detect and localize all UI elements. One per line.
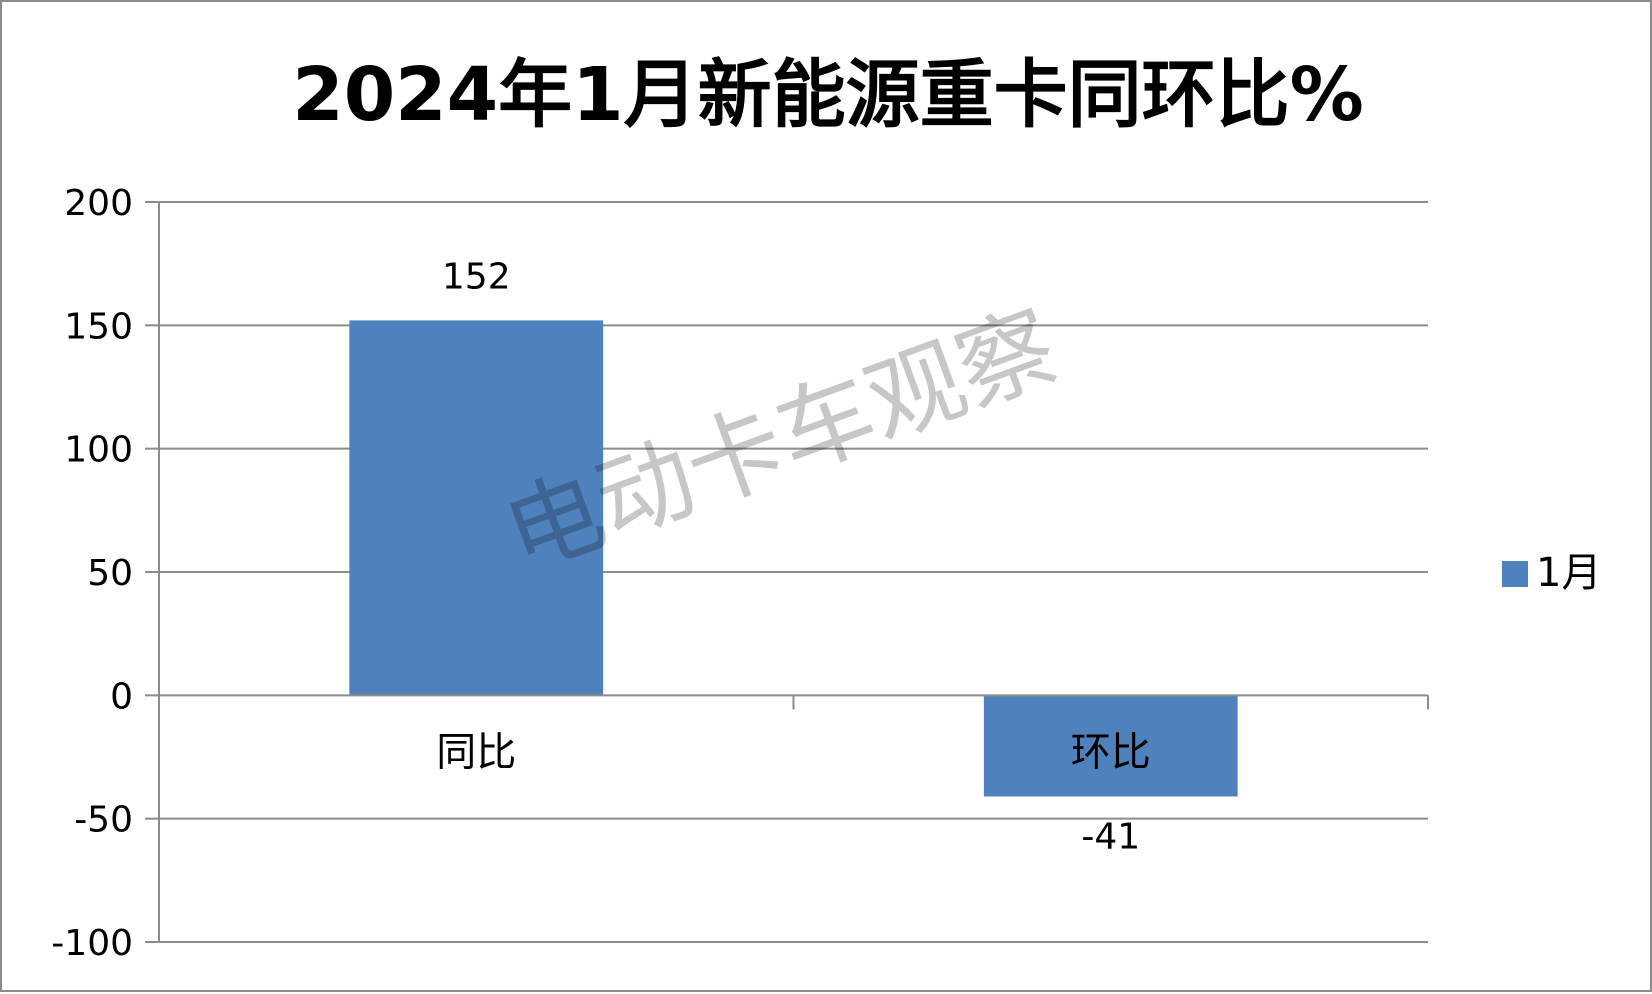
bars bbox=[349, 320, 1238, 797]
axes bbox=[145, 201, 1429, 943]
y-tick-label: 200 bbox=[64, 183, 133, 224]
data-label: 152 bbox=[442, 256, 511, 297]
y-tick-label: -100 bbox=[51, 923, 133, 964]
category-label: 同比 bbox=[436, 729, 516, 775]
bar-1 bbox=[349, 320, 604, 696]
y-tick-label: 100 bbox=[64, 430, 133, 471]
y-axis-tick-labels: 200 150 100 50 0 -50 -100 bbox=[51, 183, 133, 964]
data-label: -41 bbox=[1081, 816, 1140, 857]
bar-2 bbox=[983, 695, 1238, 797]
legend: 1月 bbox=[1502, 550, 1601, 596]
y-tick-label: 150 bbox=[64, 306, 133, 347]
y-tick-label: 0 bbox=[110, 676, 133, 717]
y-tick-label: 50 bbox=[87, 553, 133, 594]
data-labels: 152 -41 bbox=[442, 256, 1140, 857]
legend-swatch bbox=[1502, 561, 1528, 587]
y-tick-label: -50 bbox=[74, 800, 133, 841]
legend-label: 1月 bbox=[1536, 550, 1601, 596]
category-labels: 同比 环比 bbox=[436, 729, 1151, 775]
category-label: 环比 bbox=[1071, 729, 1151, 775]
chart-title: 2024年1月新能源重卡同环比% bbox=[292, 52, 1364, 138]
